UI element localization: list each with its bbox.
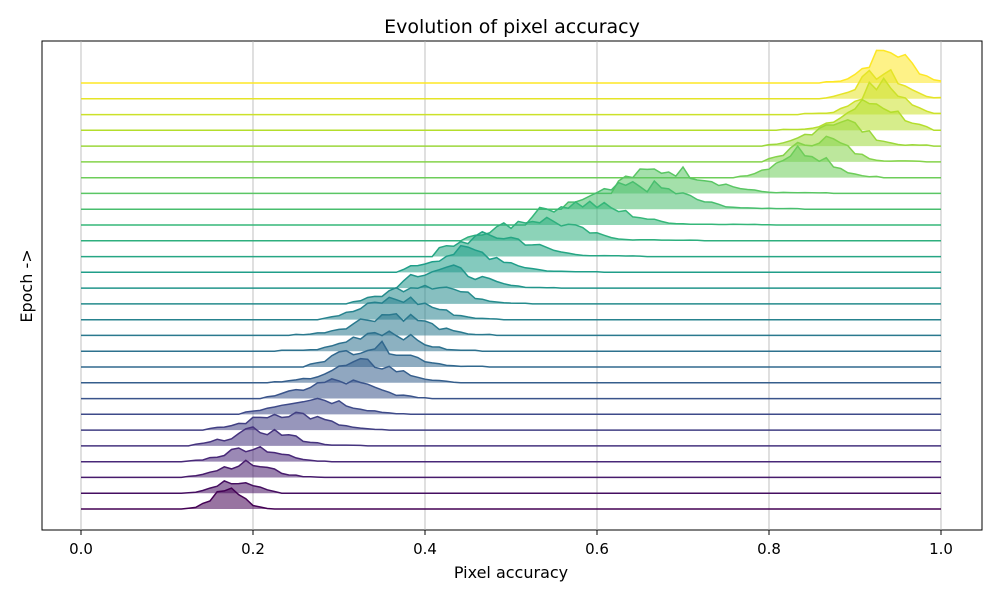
x-tick-label: 0.0 bbox=[69, 540, 93, 558]
ridge-line-epoch-15 bbox=[81, 264, 941, 289]
ridge-line-epoch-3 bbox=[81, 459, 941, 479]
y-axis-label: Epoch -> bbox=[17, 249, 36, 322]
ridge-area-epoch-28 bbox=[81, 50, 941, 83]
ridge-line-epoch-5 bbox=[81, 426, 941, 447]
x-axis-ticks: 0.0 0.2 0.4 0.6 0.8 1.0 bbox=[69, 530, 953, 558]
ridge-area-epoch-5 bbox=[81, 427, 941, 446]
ridge-area-epoch-6 bbox=[81, 412, 941, 431]
ridge-area-epoch-11 bbox=[81, 331, 941, 352]
ridge-line-epoch-14 bbox=[81, 284, 941, 305]
chart-title: Evolution of pixel accuracy bbox=[384, 16, 640, 38]
ridge-area-epoch-20 bbox=[81, 181, 941, 210]
ridge-line-epoch-16 bbox=[81, 244, 941, 274]
ridge-line-epoch-9 bbox=[81, 357, 941, 384]
ridge-line-epoch-12 bbox=[81, 312, 941, 337]
ridge-area-epoch-17 bbox=[81, 231, 941, 257]
ridge-line-epoch-13 bbox=[81, 296, 941, 321]
ridge-line-epoch-11 bbox=[81, 330, 941, 352]
ridge-area-epoch-24 bbox=[81, 119, 941, 147]
ridge-line-epoch-7 bbox=[81, 397, 941, 416]
vertical-grid bbox=[80, 41, 942, 530]
ridge-area-epoch-13 bbox=[81, 297, 941, 320]
ridge-area-epoch-12 bbox=[81, 313, 941, 336]
ridge-area-epoch-7 bbox=[81, 398, 941, 415]
ridge-line-epoch-1 bbox=[81, 487, 941, 510]
x-tick-label: 0.8 bbox=[757, 540, 781, 558]
ridge-area-epoch-23 bbox=[81, 136, 941, 162]
ridge-line-epoch-20 bbox=[81, 179, 941, 210]
ridge-area-epoch-9 bbox=[81, 358, 941, 383]
x-tick-label: 0.2 bbox=[241, 540, 265, 558]
ridge-line-epoch-17 bbox=[81, 230, 941, 258]
ridge-area-epoch-21 bbox=[81, 167, 941, 194]
ridge-area-epoch-27 bbox=[81, 69, 941, 99]
ridge-area-epoch-10 bbox=[81, 341, 941, 367]
ridge-line-epoch-8 bbox=[81, 377, 941, 400]
ridge-area-epoch-16 bbox=[81, 245, 941, 273]
ridge-line-epoch-26 bbox=[81, 77, 941, 116]
ridge-line-epoch-18 bbox=[81, 216, 941, 242]
ridge-line-epoch-19 bbox=[81, 200, 941, 226]
x-tick-label: 1.0 bbox=[929, 540, 953, 558]
ridge-line-epoch-4 bbox=[81, 445, 941, 463]
ridge-line-epoch-2 bbox=[81, 480, 941, 494]
plot-frame bbox=[41, 40, 983, 531]
ridge-series bbox=[81, 49, 942, 510]
ridge-line-epoch-25 bbox=[81, 98, 941, 132]
ridge-line-epoch-24 bbox=[81, 118, 941, 147]
x-tick-label: 0.4 bbox=[413, 540, 437, 558]
ridge-area-epoch-8 bbox=[81, 378, 941, 399]
ridge-line-epoch-22 bbox=[81, 144, 941, 179]
ridge-line-epoch-6 bbox=[81, 411, 941, 431]
ridge-area-epoch-4 bbox=[81, 446, 941, 462]
ridge-area-epoch-19 bbox=[81, 201, 941, 225]
ridge-area-epoch-3 bbox=[81, 460, 941, 478]
x-axis-label: Pixel accuracy bbox=[454, 563, 568, 582]
ridge-line-epoch-21 bbox=[81, 165, 941, 195]
ridge-line-epoch-10 bbox=[81, 340, 941, 368]
ridge-line-epoch-23 bbox=[81, 135, 941, 163]
ridge-area-epoch-26 bbox=[81, 78, 941, 115]
x-tick-label: 0.6 bbox=[585, 540, 609, 558]
ridge-area-epoch-2 bbox=[81, 480, 941, 494]
ridge-line-epoch-27 bbox=[81, 68, 942, 100]
ridge-line-epoch-28 bbox=[81, 49, 942, 84]
